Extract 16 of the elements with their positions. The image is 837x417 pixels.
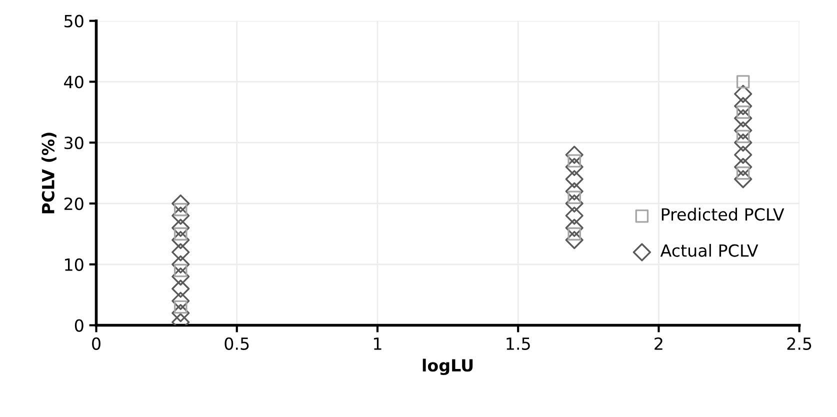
y-tick-label: 50 xyxy=(64,14,84,28)
y-tick-label: 30 xyxy=(64,136,84,150)
x-tick-label: 1.5 xyxy=(506,338,530,350)
x-tick-label: 2 xyxy=(654,337,662,350)
legend-label: Predicted PCLV xyxy=(662,208,784,221)
x-tick-label: 0 xyxy=(92,337,100,350)
x-tick-label: 2.5 xyxy=(787,337,812,350)
y-tick-label: 10 xyxy=(65,258,84,271)
x-tick-label: 1 xyxy=(374,338,382,350)
y-tick-label: 0 xyxy=(74,319,84,332)
y-axis-title: PCLV (%) xyxy=(42,132,56,214)
y-tick-label: 20 xyxy=(64,197,84,210)
x-tick-label: 0.5 xyxy=(224,337,249,350)
x-axis-title: logLU xyxy=(422,358,473,376)
legend-label: Actual PCLV xyxy=(660,244,758,257)
y-tick-label: 40 xyxy=(64,76,84,88)
